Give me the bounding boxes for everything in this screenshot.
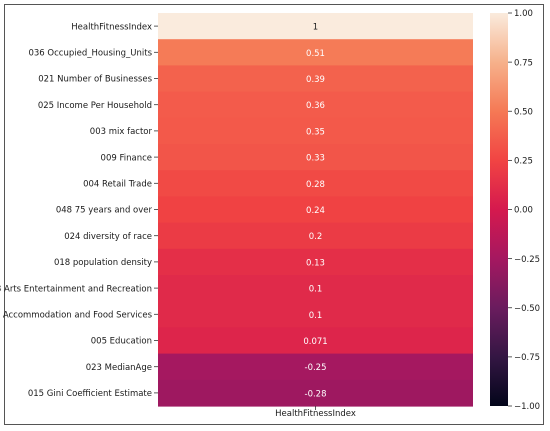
row-label: 009 Finance — [101, 153, 152, 163]
row-label: 025 Income Per Household — [38, 101, 152, 111]
cell-value-label: 0.51 — [306, 49, 325, 59]
heatmap-cell — [158, 353, 473, 381]
row-label: 005 Education — [91, 337, 152, 347]
row-label: 036 Occupied_Housing_Units — [28, 49, 152, 59]
heatmap-cell — [158, 65, 473, 93]
heatmap-cell — [158, 39, 473, 66]
row-label: 008 Arts Entertainment and Recreation — [0, 284, 152, 294]
row-label: 021 Number of Businesses — [38, 75, 152, 85]
cell-value-label: 0.39 — [306, 75, 325, 85]
row-label: 048 75 years and over — [56, 206, 153, 216]
heatmap-cell-labels: 1 0.51 0.39 0.36 0.35 0.33 0.28 0.24 0.2 0.13 0.1 0… — [303, 23, 327, 400]
heatmap-cell — [158, 144, 473, 171]
cell-value-label: 0.24 — [306, 206, 325, 216]
colorbar: 1.00 0.75 0.50 0.25 0.00 −0.25 −0.50 −0.75 −1.00 — [490, 9, 540, 412]
heatmap-cell — [158, 222, 473, 250]
heatmap-cells — [158, 13, 473, 407]
cell-value-label: 0.28 — [306, 180, 325, 190]
row-label: 023 MedianAge — [86, 363, 152, 373]
row-label: 004 Retail Trade — [83, 180, 152, 190]
cell-value-label: 0.071 — [303, 337, 327, 347]
row-label: 003 mix factor — [90, 127, 153, 137]
cell-value-label: 0.36 — [306, 101, 325, 111]
heatmap-cell — [158, 117, 473, 145]
colorbar-tick-label: 0.25 — [514, 157, 533, 167]
heatmap-cell — [158, 248, 473, 276]
cell-value-label: -0.28 — [305, 389, 327, 399]
row-label: 015 Gini Coefficient Estimate — [28, 389, 152, 399]
row-label: 006 Accommodation and Food Services — [0, 311, 153, 321]
heatmap-cell — [158, 13, 473, 40]
heatmap-cell — [158, 170, 473, 197]
cell-value-label: 0.1 — [309, 285, 323, 295]
column-label: HealthFitnessIndex — [275, 409, 356, 419]
cell-value-label: -0.25 — [305, 363, 327, 373]
cell-value-label: 0.2 — [309, 232, 323, 242]
cell-value-label: 1 — [313, 23, 318, 33]
heatmap-cell — [158, 379, 473, 407]
colorbar-tick-label: 0.50 — [514, 107, 533, 117]
colorbar-tick-label: −0.75 — [514, 353, 540, 363]
row-labels: HealthFitnessIndex 036 Occupied_Housing_U… — [0, 22, 158, 399]
heatmap-cell — [158, 91, 473, 119]
heatmap-cell — [158, 301, 473, 328]
colorbar-tick-label: 0.00 — [514, 206, 533, 216]
colorbar-tick-label: −1.00 — [514, 402, 540, 412]
colorbar-tick-label: 1.00 — [514, 9, 533, 19]
row-label: 018 population density — [54, 258, 152, 268]
cell-value-label: 0.13 — [306, 258, 325, 268]
cell-value-label: 0.1 — [309, 311, 323, 321]
cell-value-label: 0.35 — [306, 127, 325, 137]
row-label: 024 diversity of race — [64, 232, 152, 242]
row-label: HealthFitnessIndex — [71, 22, 152, 32]
heatmap-cell — [158, 196, 473, 224]
colorbar-tick-label: −0.25 — [514, 255, 540, 265]
colorbar-bar — [490, 13, 508, 406]
cell-value-label: 0.33 — [306, 154, 325, 164]
heatmap-cell — [158, 327, 473, 355]
heatmap-cell — [158, 275, 473, 302]
column-labels: HealthFitnessIndex — [275, 406, 356, 419]
colorbar-tick-label: 0.75 — [514, 58, 533, 68]
colorbar-tick-label: −0.50 — [514, 304, 540, 314]
